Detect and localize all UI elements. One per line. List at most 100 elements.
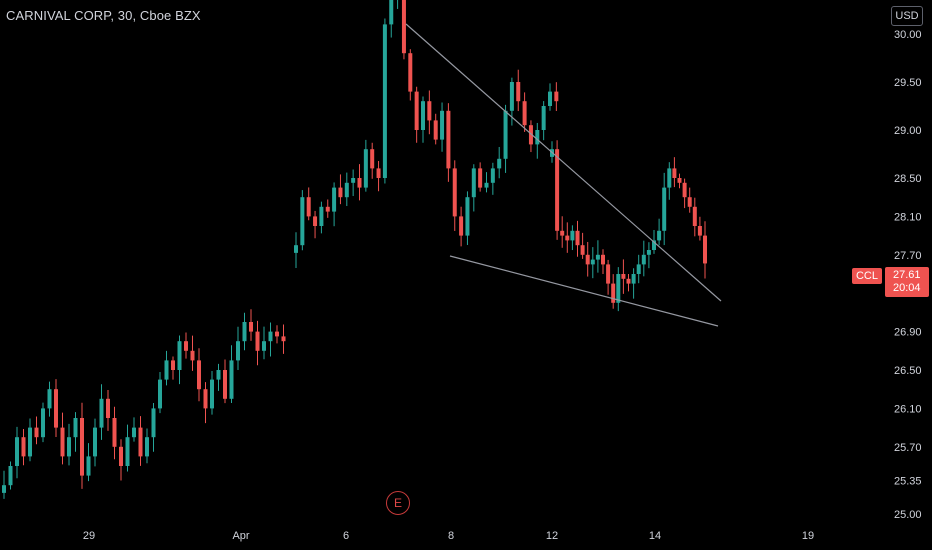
candle [503,104,508,173]
y-tick-label: 30.00 [894,29,922,41]
candle [8,461,13,490]
candle [641,240,646,277]
candle [626,274,631,292]
lower-trendline[interactable] [449,255,719,327]
candle [554,82,559,111]
candle [28,418,32,462]
candle [363,139,368,192]
candle [300,190,305,251]
bar-countdown: 20:04 [893,282,921,294]
candle [67,423,71,466]
x-tick-label: 14 [649,530,661,542]
chart-title: CARNIVAL CORP, 30, Cboe BZX [6,8,201,23]
candle [99,384,104,440]
candle [313,210,318,239]
candle [590,247,595,279]
candle [306,187,311,221]
candle [541,101,546,141]
candle [210,370,214,415]
candle [357,164,362,201]
candle [621,259,626,294]
candle [21,429,26,466]
candle [446,103,451,182]
y-tick-label: 26.10 [894,403,922,415]
candle [236,326,240,370]
candle [595,240,600,273]
symbol-price-label: CCL [852,268,882,284]
candle [522,92,527,132]
last-price-label: 27.61 20:04 [885,267,929,297]
y-tick-label: 25.00 [894,509,922,521]
candle [672,157,677,188]
candle [490,162,495,195]
candle [93,418,97,467]
candle [471,164,476,212]
candle [151,402,156,452]
candle [216,363,221,391]
x-tick-label: 12 [546,530,558,542]
candle [606,259,611,295]
candle [223,359,227,404]
candle [47,381,52,417]
candle [60,412,65,465]
candle [459,206,464,247]
earnings-event-icon[interactable]: E [386,491,410,515]
currency-button[interactable]: USD [891,6,923,26]
candle [389,0,394,38]
candle [325,199,330,218]
y-tick-label: 25.70 [894,442,922,454]
x-tick-label: Apr [232,530,249,542]
x-tick-label: 29 [83,530,95,542]
candle [2,470,6,499]
candle [177,335,182,385]
candle [677,173,682,189]
candle [535,122,540,159]
y-tick-label: 26.90 [894,327,922,339]
candle [408,49,413,101]
y-tick-label: 25.35 [894,475,922,487]
candle [281,324,286,354]
candle [112,406,117,460]
candle [376,160,381,192]
candle [197,348,201,402]
upper-trendline[interactable] [405,23,722,302]
candle [636,254,641,284]
x-tick-label: 8 [448,530,454,542]
candle [401,0,406,60]
time-axis: 29 Apr 6 8 12 14 19 [83,530,814,542]
candle [229,345,234,404]
candle [631,268,636,299]
candle [465,191,470,245]
x-tick-label: 19 [802,530,814,542]
candle [41,402,45,443]
candle [164,350,169,386]
candle [262,326,266,360]
candle [452,160,457,231]
candle [611,274,616,309]
candle [570,225,575,251]
trendlines-layer [405,23,722,327]
candle [344,172,349,207]
candle [351,169,356,197]
candles-layer [2,0,707,499]
candle [242,312,247,351]
candle [294,232,298,268]
candle [697,216,702,241]
candle [565,222,570,253]
candle [132,417,136,442]
candle [203,382,208,424]
candle [646,242,651,269]
candle [703,221,707,279]
last-price-value: 27.61 [893,269,921,281]
candle [580,232,585,259]
y-tick-label: 29.00 [894,125,922,137]
candle [548,83,552,111]
candle [440,102,445,152]
candle [433,113,438,145]
candle [657,218,662,246]
x-tick-label: 6 [343,530,349,542]
candle [382,18,387,184]
candle [575,220,580,257]
candle [15,426,19,479]
